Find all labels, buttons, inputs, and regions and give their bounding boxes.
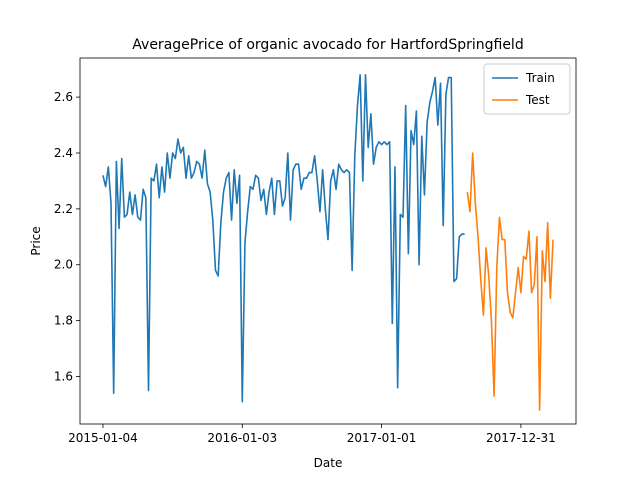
y-tick-label: 2.4: [54, 146, 73, 160]
x-tick-label: 2015-01-04: [68, 431, 138, 445]
x-tick-label: 2016-01-03: [207, 431, 277, 445]
chart-title: AveragePrice of organic avocado for Hart…: [132, 37, 523, 53]
plot-frame: [79, 57, 577, 425]
x-tick-label: 2017-12-31: [486, 431, 556, 445]
x-tick-label: 2017-01-01: [347, 431, 417, 445]
y-tick-label: 2.6: [54, 90, 73, 104]
legend-label: Train: [525, 71, 555, 85]
legend-label: Test: [525, 93, 550, 107]
y-tick-label: 1.6: [54, 370, 73, 384]
line-series: [466, 152, 554, 411]
x-axis-label: Date: [314, 456, 343, 470]
y-tick-label: 2.0: [54, 258, 73, 272]
y-tick-label: 1.8: [54, 314, 73, 328]
y-axis-label: Price: [29, 226, 43, 255]
line-series: [102, 73, 465, 403]
y-tick-label: 2.2: [54, 202, 73, 216]
legend-box: [483, 63, 571, 115]
